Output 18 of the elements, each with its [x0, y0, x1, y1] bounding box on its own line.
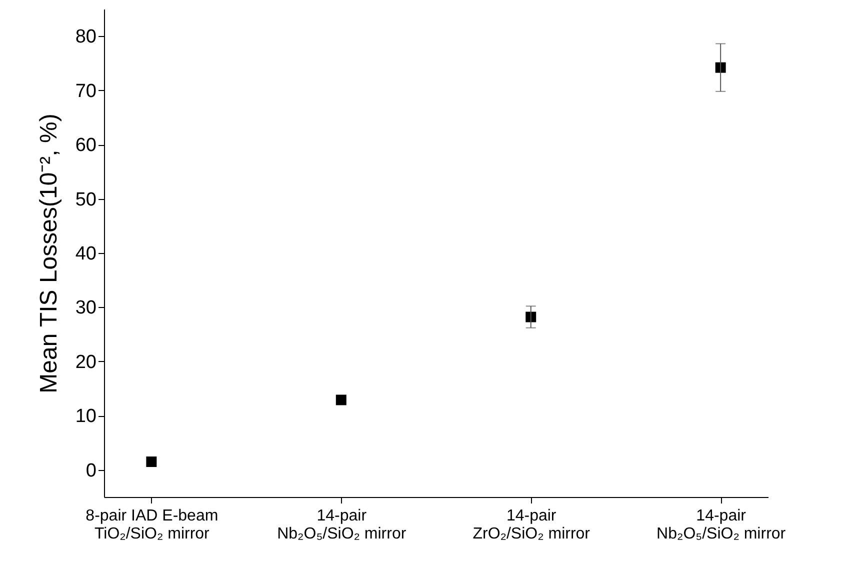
y-tick-label: 60 — [75, 135, 96, 156]
y-tick-label: 80 — [75, 26, 96, 48]
y-tick-label: 40 — [75, 244, 96, 264]
x-tick-label: 14-pair ZrO₂/SiO₂ mirror — [472, 508, 591, 542]
x-tick-label: 14-pair Nb₂O₅/SiO₂ mirror — [277, 508, 407, 542]
x-tick-label: 8-pair IAD E-beam TiO₂/SiO₂ mirror — [86, 508, 218, 542]
point — [146, 456, 157, 467]
y-tick-label: 10 — [75, 406, 96, 428]
point — [336, 394, 346, 406]
point — [526, 312, 536, 322]
y-axis-title: Mean TIS Losses(10⁻², %) — [35, 114, 62, 394]
y-tick-label: 30 — [75, 298, 96, 319]
x-tick-label: 14-pair Nb₂O₅/SiO₂ mirror — [656, 508, 786, 542]
point — [715, 62, 726, 73]
y-tick-label: 0 — [86, 460, 96, 482]
y-tick-label: 50 — [75, 189, 96, 210]
y-tick-label: 20 — [75, 352, 96, 373]
y-tick-label: 70 — [75, 80, 96, 102]
